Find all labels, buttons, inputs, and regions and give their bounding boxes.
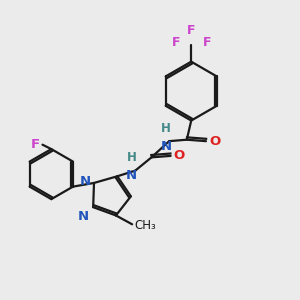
Text: O: O (209, 135, 220, 148)
Text: N: N (78, 209, 89, 223)
Text: F: F (172, 36, 180, 49)
Text: N: N (126, 169, 137, 182)
Text: N: N (79, 175, 91, 188)
Text: F: F (202, 36, 211, 49)
Text: H: H (127, 151, 137, 164)
Text: F: F (187, 24, 196, 37)
Text: F: F (31, 138, 40, 151)
Text: CH₃: CH₃ (134, 219, 156, 232)
Text: O: O (174, 149, 185, 162)
Text: H: H (161, 122, 171, 135)
Text: N: N (160, 140, 172, 153)
